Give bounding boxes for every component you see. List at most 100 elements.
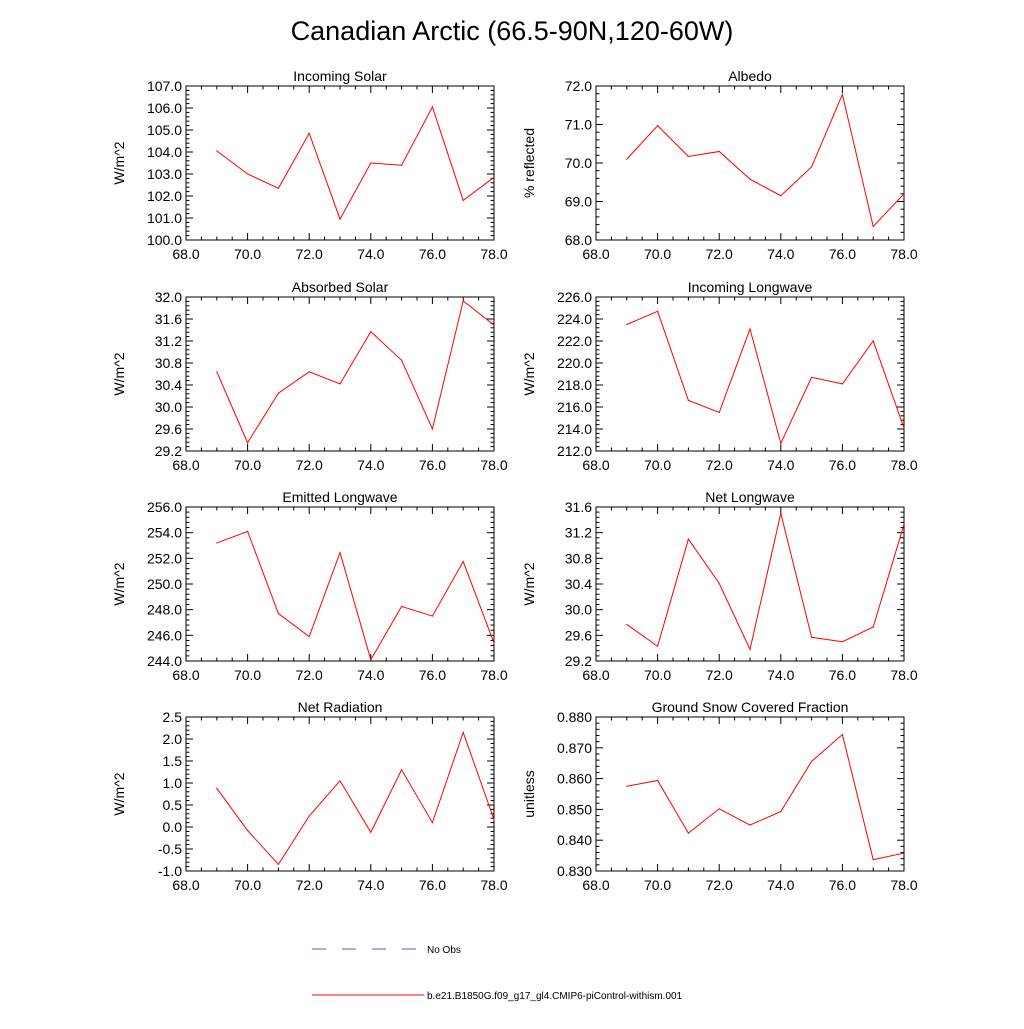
y-tick-label: 29.6 [565, 627, 592, 643]
x-tick-label: 72.0 [296, 246, 323, 262]
y-tick-label: 218.0 [557, 377, 592, 393]
data-point [749, 328, 751, 330]
x-tick-label: 76.0 [829, 457, 856, 473]
x-tick-label: 72.0 [706, 877, 733, 893]
y-tick-label: 29.2 [155, 443, 182, 459]
data-point [811, 636, 813, 638]
data-point [811, 166, 813, 168]
data-point [749, 178, 751, 180]
y-tick-label: 222.0 [557, 333, 592, 349]
y-tick-label: 69.0 [565, 194, 592, 210]
data-point [370, 831, 372, 833]
data-point [687, 538, 690, 540]
data-point [431, 615, 433, 617]
y-tick-label: 226.0 [557, 289, 592, 305]
x-tick-label: 68.0 [582, 877, 609, 893]
y-tick-label: 30.4 [155, 377, 182, 393]
data-point [657, 645, 659, 647]
data-point [903, 427, 905, 429]
y-axis-label: W/m^2 [111, 141, 127, 184]
x-tick-label: 70.0 [234, 457, 261, 473]
data-point [370, 331, 372, 333]
y-tick-label: 104.0 [147, 144, 182, 160]
y-tick-label: 71.0 [565, 117, 592, 133]
data-point [626, 623, 628, 626]
data-point [370, 162, 372, 164]
data-point [903, 852, 905, 854]
x-tick-label: 78.0 [480, 457, 507, 473]
series-line [216, 730, 495, 866]
y-tick-label: 103.0 [147, 166, 182, 182]
data-point [718, 150, 720, 153]
x-tick-label: 68.0 [172, 457, 199, 473]
x-tick-label: 76.0 [829, 667, 856, 683]
data-point [718, 582, 720, 584]
panel-incoming-solar: Incoming Solar W/m^2 68.0 70.0 72.0 74.0 76.0 7… [111, 68, 508, 262]
plot-frame [185, 506, 495, 662]
data-point [370, 659, 372, 661]
x-tick-label: 72.0 [706, 457, 733, 473]
x-tick-label: 78.0 [480, 877, 507, 893]
x-tick-label: 78.0 [890, 457, 917, 473]
y-tick-label: 30.8 [565, 550, 592, 566]
data-point [811, 760, 813, 762]
x-tick-label: 70.0 [644, 877, 671, 893]
legend-label-no-obs: No Obs [427, 945, 461, 956]
data-point [401, 769, 403, 771]
y-axis-label: W/m^2 [111, 562, 127, 605]
data-point [339, 780, 341, 782]
x-tick-label: 76.0 [419, 877, 446, 893]
x-tick-label: 78.0 [890, 246, 917, 262]
y-tick-label: 30.0 [565, 602, 592, 618]
data-point [308, 371, 310, 373]
x-tick-label: 78.0 [890, 667, 917, 683]
x-tick-label: 70.0 [234, 667, 261, 683]
plot-frame [595, 506, 905, 662]
x-tick-label: 74.0 [767, 877, 794, 893]
x-tick-label: 68.0 [582, 457, 609, 473]
data-point [657, 125, 659, 127]
y-tick-label: 31.6 [565, 499, 592, 515]
data-point [216, 150, 218, 152]
data-point [780, 195, 782, 197]
y-tick-label: 212.0 [557, 443, 592, 459]
x-tick-label: 72.0 [706, 246, 733, 262]
data-point [216, 542, 218, 544]
data-point [247, 442, 249, 444]
data-point [431, 428, 433, 430]
data-point [626, 158, 628, 160]
x-tick-label: 72.0 [296, 877, 323, 893]
data-point [903, 193, 905, 195]
data-point [247, 173, 249, 175]
panel-title: Albedo [728, 68, 772, 84]
data-point [339, 218, 341, 220]
data-point [872, 225, 874, 228]
data-point [841, 383, 844, 385]
data-point [841, 93, 844, 96]
x-tick-label: 78.0 [480, 246, 507, 262]
data-point [308, 815, 310, 817]
data-point [247, 530, 249, 532]
x-tick-label: 78.0 [480, 667, 507, 683]
x-tick-label: 68.0 [172, 246, 199, 262]
y-tick-label: 0.850 [557, 801, 592, 817]
y-tick-label: 252.0 [147, 550, 182, 566]
data-point [718, 411, 720, 414]
data-point [687, 155, 690, 158]
x-tick-label: 76.0 [419, 667, 446, 683]
x-tick-label: 72.0 [296, 457, 323, 473]
y-tick-label: 0.0 [163, 819, 183, 835]
data-point [872, 340, 874, 342]
data-point [339, 383, 341, 385]
data-point [749, 824, 751, 826]
y-tick-label: 0.880 [557, 709, 592, 725]
data-point [277, 392, 279, 394]
x-tick-label: 76.0 [829, 246, 856, 262]
y-tick-label: 1.0 [163, 775, 183, 791]
x-tick-label: 70.0 [234, 877, 261, 893]
x-tick-label: 70.0 [644, 246, 671, 262]
panel-absorbed-solar: Absorbed Solar W/m^2 68.0 70.0 72.0 74.0 76.0 7… [111, 279, 508, 473]
y-tick-label: 246.0 [147, 627, 182, 643]
panel-albedo: Albedo % reflected 68.0 70.0 72.0 74.0 76.0 78.… [521, 68, 918, 262]
